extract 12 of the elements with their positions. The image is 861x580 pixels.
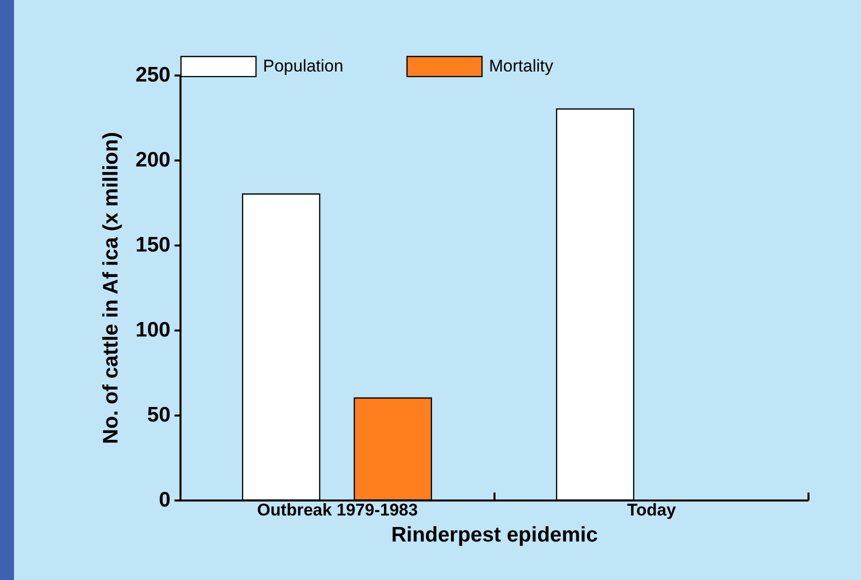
legend-label: Population [263,56,344,76]
y-tick-label: 250 [135,64,170,86]
y-tick-label: 0 [158,488,170,512]
y-tick-label: 200 [135,148,170,172]
x-tick-label: Today [627,500,676,520]
x-axis-title: Rinderpest epidemic [391,524,598,546]
y-axis-title: No. of cattle in Af ica (x million) [99,132,122,444]
y-tick-label: 150 [135,234,170,256]
x-tick-label: Outbreak 1979-1983 [257,500,418,520]
y-tick-label: 50 [147,404,170,426]
y-tick-label: 100 [135,318,170,342]
legend-label: Mortality [489,56,554,76]
